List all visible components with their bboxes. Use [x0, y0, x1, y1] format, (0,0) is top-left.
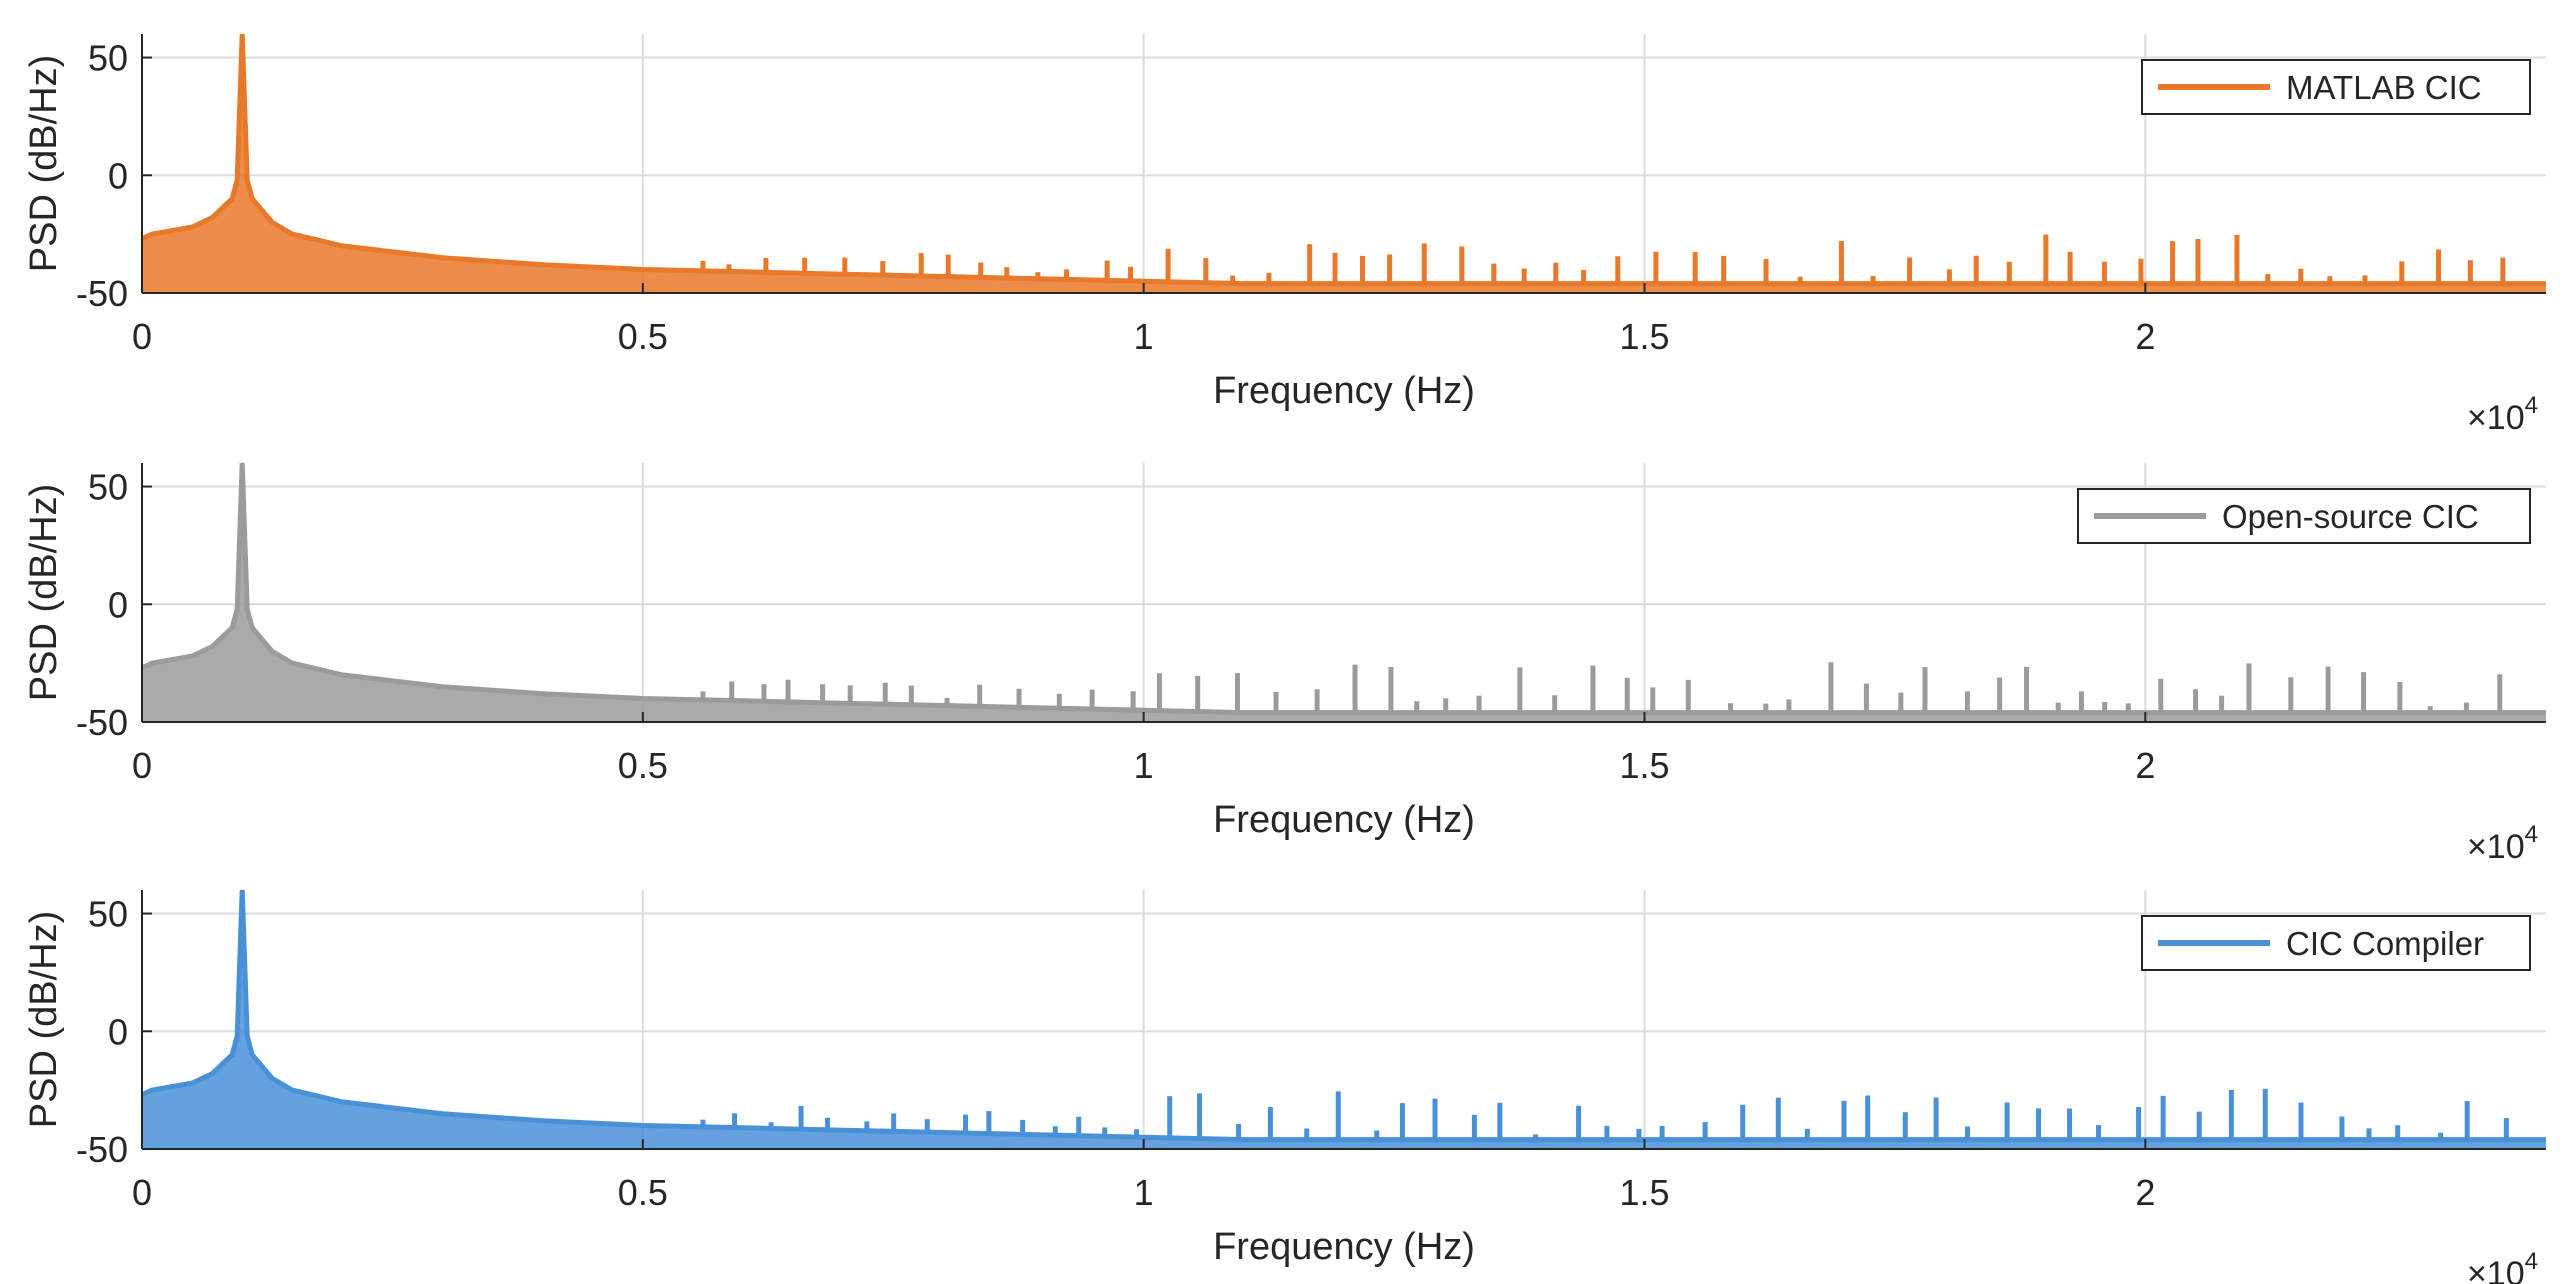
psd-band [142, 34, 2546, 293]
y-tick-label: 50 [88, 894, 128, 935]
x-tick-label: 1.5 [1619, 745, 1669, 786]
x-tick-label: 2 [2135, 1172, 2155, 1213]
x-exponent-label: ×104 [2467, 1248, 2538, 1284]
y-axis-label: PSD (dB/Hz) [23, 55, 65, 272]
x-tick-label: 0 [132, 316, 152, 357]
y-tick-label: 50 [88, 467, 128, 508]
y-axis-label: PSD (dB/Hz) [23, 484, 65, 701]
x-exponent-label: ×104 [2467, 821, 2538, 866]
psd-trace [140, 889, 2546, 1143]
legend-label: Open-source CIC [2222, 498, 2479, 535]
psd-trace [140, 462, 2546, 716]
y-tick-label: -50 [76, 1129, 128, 1170]
x-tick-label: 0.5 [618, 745, 668, 786]
y-tick-label: 0 [108, 1011, 128, 1052]
x-axis-label: Frequency (Hz) [1213, 370, 1475, 412]
x-tick-label: 0 [132, 745, 152, 786]
y-tick-label: 50 [88, 38, 128, 79]
psd-trace [140, 33, 2546, 287]
x-tick-label: 1 [1134, 316, 1154, 357]
legend: MATLAB CIC [2141, 59, 2531, 115]
legend: CIC Compiler [2141, 915, 2531, 971]
y-axis-label: PSD (dB/Hz) [23, 911, 65, 1128]
x-tick-label: 1.5 [1619, 316, 1669, 357]
x-tick-label: 2 [2135, 316, 2155, 357]
psd-band [142, 890, 2546, 1149]
x-tick-label: 1.5 [1619, 1172, 1669, 1213]
x-axis-label: Frequency (Hz) [1213, 1226, 1475, 1268]
legend: Open-source CIC [2077, 488, 2531, 544]
y-tick-label: -50 [76, 273, 128, 314]
y-tick-label: 0 [108, 584, 128, 625]
x-tick-label: 1 [1134, 1172, 1154, 1213]
x-tick-label: 0.5 [618, 316, 668, 357]
y-tick-label: 0 [108, 155, 128, 196]
x-tick-label: 0 [132, 1172, 152, 1213]
x-tick-label: 1 [1134, 745, 1154, 786]
x-exponent-label: ×104 [2467, 392, 2538, 437]
legend-label: MATLAB CIC [2286, 69, 2482, 106]
x-tick-label: 2 [2135, 745, 2155, 786]
x-tick-label: 0.5 [618, 1172, 668, 1213]
y-tick-label: -50 [76, 702, 128, 743]
x-axis-label: Frequency (Hz) [1213, 799, 1475, 841]
legend-label: CIC Compiler [2286, 925, 2484, 962]
psd-band [142, 463, 2546, 722]
